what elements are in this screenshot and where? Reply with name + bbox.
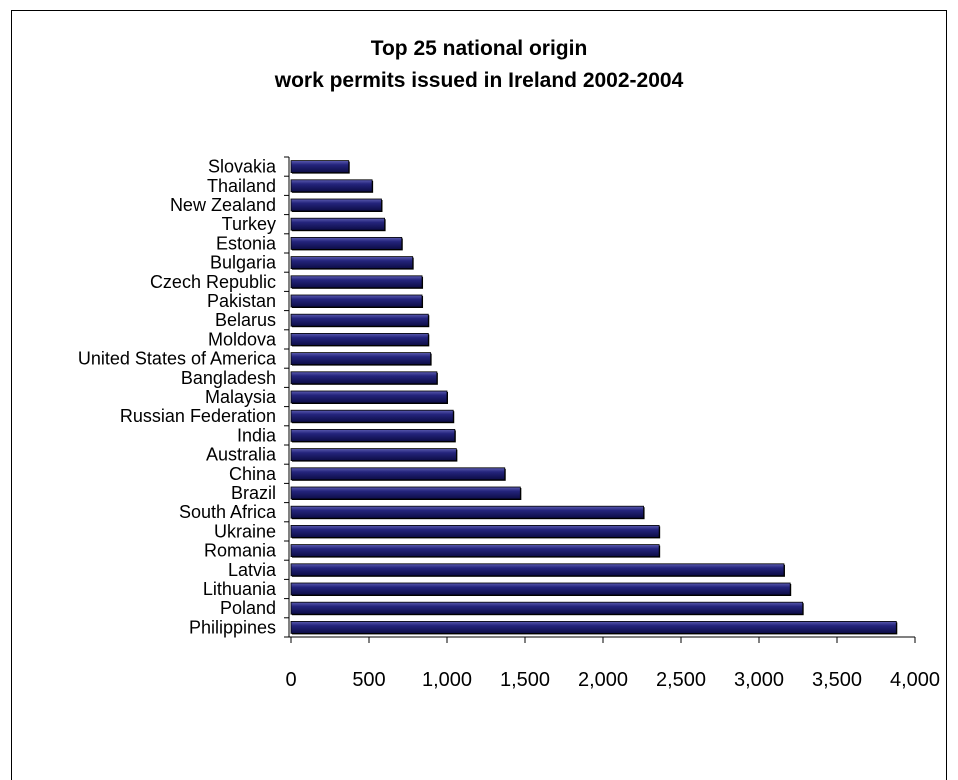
- category-label: United States of America: [78, 349, 277, 369]
- category-label: Turkey: [222, 214, 276, 234]
- category-label: China: [229, 464, 277, 484]
- bar: [290, 428, 456, 442]
- x-tick-label: 2,500: [656, 669, 706, 691]
- bar: [290, 352, 432, 366]
- bar: [290, 236, 403, 250]
- x-tick-label: 1,000: [422, 669, 472, 691]
- chart-title-line-1: Top 25 national origin: [370, 37, 588, 60]
- bar: [290, 275, 423, 289]
- chart-title-line-2: work permits issued in Ireland 2002-2004: [274, 69, 684, 92]
- category-label: South Africa: [179, 502, 277, 522]
- bar: [290, 179, 373, 193]
- bar: [290, 544, 660, 557]
- tick-labels-group: 0 500 1,000 1,500 2,000 2,500 3,000 3,500 4,000: [285, 669, 940, 691]
- category-label: Slovakia: [208, 157, 277, 177]
- x-tick-label: 3,500: [812, 669, 862, 691]
- category-label: Romania: [204, 541, 277, 561]
- bar: [290, 313, 429, 327]
- category-label: Poland: [220, 598, 276, 618]
- x-tick-label: 1,500: [500, 669, 550, 691]
- bar: [290, 486, 521, 500]
- category-label: Estonia: [216, 233, 277, 253]
- chart-frame: [11, 10, 947, 780]
- category-label: Malaysia: [205, 387, 277, 407]
- x-tick-label: 2,000: [578, 669, 628, 691]
- bar: [290, 160, 350, 174]
- bar: [290, 601, 804, 615]
- category-label: Bulgaria: [210, 253, 277, 273]
- bar: [290, 371, 438, 385]
- category-label: Philippines: [189, 617, 276, 637]
- bar: [290, 332, 429, 346]
- category-label: Pakistan: [207, 291, 276, 311]
- category-label: Russian Federation: [120, 406, 276, 426]
- category-label: India: [237, 425, 277, 445]
- bar: [290, 448, 457, 462]
- bar: [290, 409, 454, 423]
- bar: [290, 621, 897, 634]
- bar: [290, 467, 506, 481]
- bar: [290, 563, 785, 577]
- chart-title: Top 25 national origin work permits issu…: [11, 33, 947, 97]
- x-tick-label: 0: [285, 669, 296, 691]
- category-label: Latvia: [228, 560, 277, 580]
- x-tick-label: 4,000: [890, 669, 940, 691]
- bar: [290, 582, 791, 596]
- x-tick-label: 3,000: [734, 669, 784, 691]
- category-label: Thailand: [207, 176, 276, 196]
- category-label: Moldova: [208, 329, 277, 349]
- category-label: Lithuania: [203, 579, 277, 599]
- category-label: Brazil: [231, 483, 276, 503]
- axes-group: [284, 156, 916, 643]
- bar: [290, 525, 660, 538]
- category-label: Belarus: [215, 310, 276, 330]
- bar: [290, 294, 423, 308]
- category-label: Czech Republic: [150, 272, 276, 292]
- bar: [290, 198, 382, 212]
- bar: [290, 256, 414, 270]
- bar: [290, 505, 644, 519]
- bar: [290, 217, 385, 231]
- bars-group: [290, 160, 898, 635]
- category-label: Bangladesh: [181, 368, 276, 388]
- category-label: Australia: [206, 445, 277, 465]
- category-label: Ukraine: [214, 521, 276, 541]
- x-tick-label: 500: [352, 669, 385, 691]
- bar: [290, 390, 448, 404]
- category-label: New Zealand: [170, 195, 276, 215]
